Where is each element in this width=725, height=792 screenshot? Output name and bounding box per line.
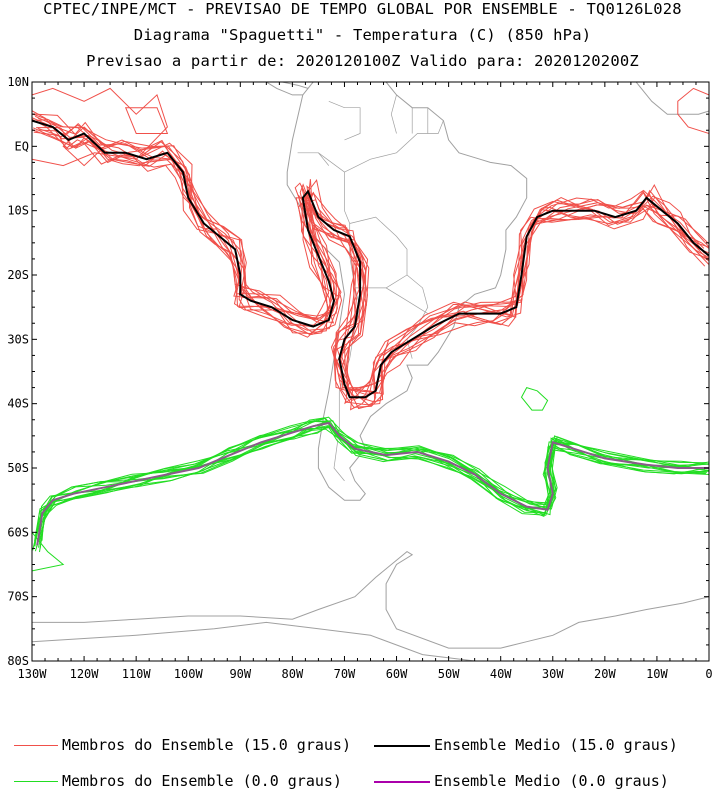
title-line-1: CPTEC/INPE/MCT - PREVISAO DE TEMPO GLOBA… [43, 0, 682, 18]
member-15-loop [62, 126, 106, 167]
border-line [328, 100, 361, 141]
border-line [297, 152, 330, 166]
lon-label: 100W [174, 667, 204, 681]
lon-label: 70W [334, 667, 356, 681]
africa-coast [635, 82, 709, 115]
lat-label: 20S [7, 268, 29, 282]
ensemble-mean-0-line [36, 421, 709, 546]
member-15-line [34, 115, 709, 395]
lon-label: 50W [438, 667, 460, 681]
map-border [31, 81, 710, 662]
lon-label: 60W [386, 667, 408, 681]
border-line [390, 94, 397, 134]
lat-label: 10N [7, 75, 29, 89]
legend-item-mean-15: Ensemble Medio (15.0 graus) [374, 736, 678, 754]
lon-label: 80W [282, 667, 304, 681]
lat-label: 50S [7, 461, 29, 475]
lon-label: 120W [70, 667, 100, 681]
legend-line-mean-15 [374, 744, 430, 747]
central-america-coast [265, 82, 303, 96]
member-0-line [33, 424, 707, 547]
member-15-line [36, 123, 709, 410]
member-15-line [32, 117, 709, 395]
member-15-line [32, 127, 709, 403]
member-15-loop [677, 87, 709, 135]
member-15-loop [32, 87, 168, 167]
legend-line-members-0 [14, 781, 58, 782]
member-15-line [32, 129, 709, 406]
lon-label: 90W [229, 667, 251, 681]
member-0-line [36, 428, 709, 547]
member-0-loop [32, 531, 65, 572]
legend-line-mean-0 [374, 780, 430, 783]
border-line [385, 274, 408, 289]
legend-label-mean-0: Ensemble Medio (0.0 graus) [434, 772, 669, 790]
legend-item-members-15: Membros do Ensemble (15.0 graus) [14, 736, 351, 754]
legend-item-members-0: Membros do Ensemble (0.0 graus) [14, 772, 342, 790]
lat-label: 30S [7, 332, 29, 346]
border-line [354, 287, 428, 314]
member-0-line [39, 421, 709, 553]
member-15-loop [124, 107, 169, 134]
lat-label: 60S [7, 525, 29, 539]
map-content [32, 82, 709, 661]
ensemble-mean-15-line [32, 119, 709, 399]
antarctica-coast [32, 550, 709, 649]
members-15-group [32, 87, 709, 411]
lon-label: 40W [490, 667, 512, 681]
lat-label: EQ [15, 139, 29, 153]
member-0-line [33, 417, 709, 547]
lon-label: 30W [542, 667, 564, 681]
lon-label: 110W [122, 667, 152, 681]
antarctica-inner [32, 621, 475, 661]
legend-label-members-0: Membros do Ensemble (0.0 graus) [62, 772, 342, 790]
caribbean-coast [281, 82, 309, 89]
member-0-loop [520, 387, 549, 411]
member-15-line [32, 118, 709, 393]
lat-label: 70S [7, 590, 29, 604]
title-line-2: Diagrama "Spaguetti" - Temperatura (C) (… [133, 26, 592, 44]
member-0-line [34, 421, 709, 552]
south-america-coast [286, 82, 528, 501]
lon-label: 10W [646, 667, 668, 681]
members-0-group [32, 387, 709, 572]
lon-label: 20W [594, 667, 616, 681]
legend-label-mean-15: Ensemble Medio (15.0 graus) [434, 736, 678, 754]
legend-line-members-15 [14, 745, 58, 746]
border-line [344, 120, 444, 173]
lat-label: 40S [7, 397, 29, 411]
member-0-line [38, 417, 709, 548]
title-line-3: Previsao a partir de: 2020120100Z Valido… [86, 52, 639, 70]
border-line [349, 216, 429, 359]
lat-label: 80S [7, 654, 29, 668]
member-15-line [37, 127, 709, 406]
lon-label: 0 [705, 667, 712, 681]
legend-item-mean-0: Ensemble Medio (0.0 graus) [374, 772, 669, 790]
legend-label-members-15: Membros do Ensemble (15.0 graus) [62, 736, 351, 754]
member-15-line [37, 118, 705, 402]
member-0-line [35, 426, 706, 541]
lat-label: 10S [7, 204, 29, 218]
member-0-line [34, 424, 707, 547]
lon-label: 130W [18, 667, 48, 681]
member-0-line [34, 425, 709, 542]
